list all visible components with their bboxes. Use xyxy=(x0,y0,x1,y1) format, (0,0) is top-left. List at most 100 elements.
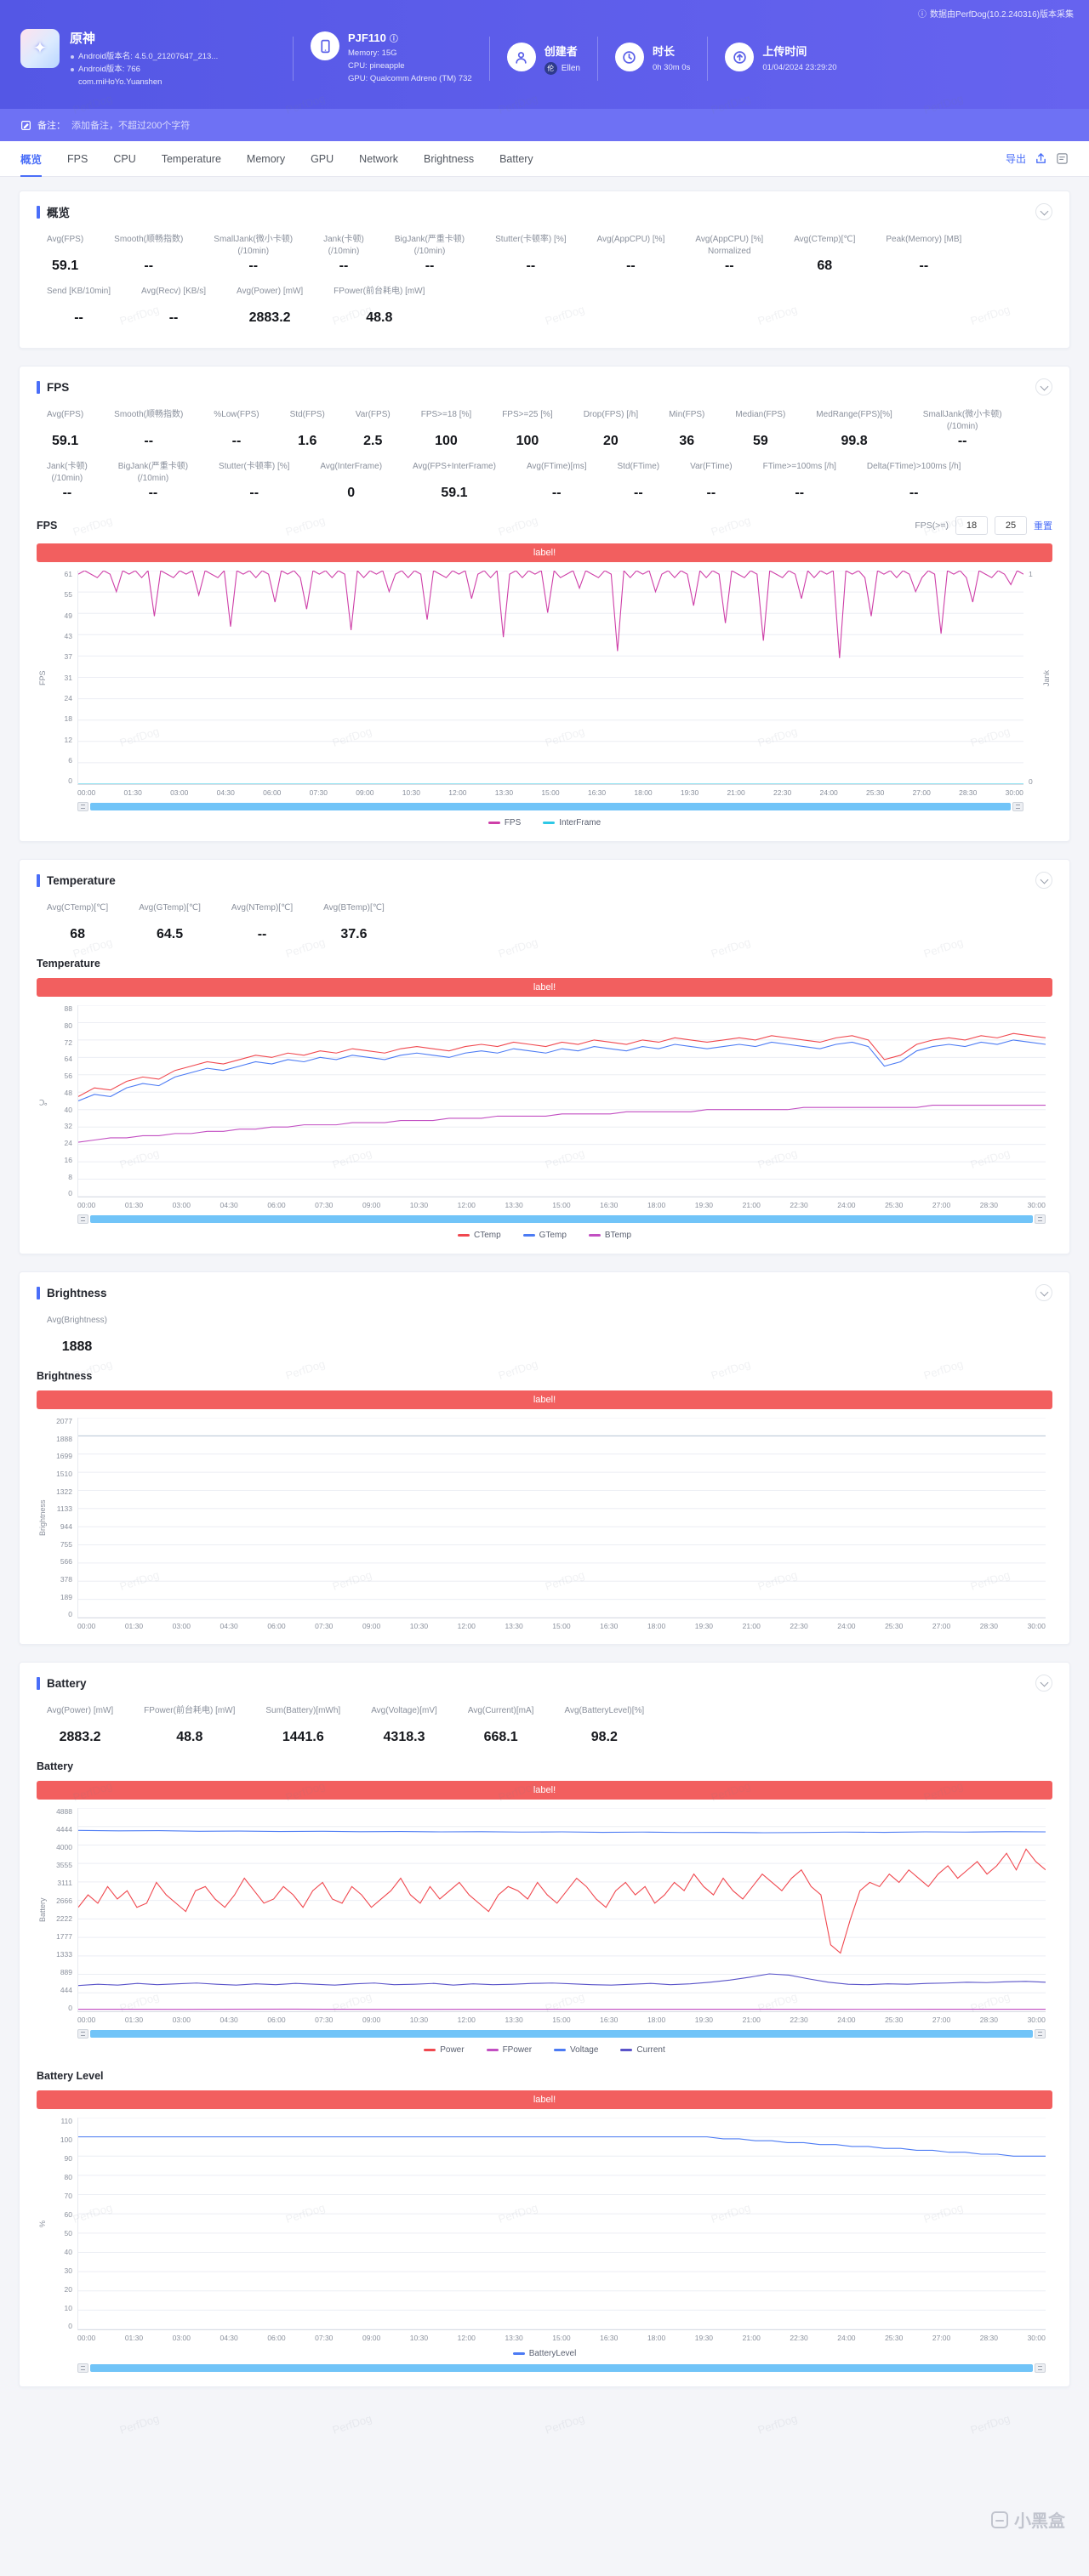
metric-value: 48.8 xyxy=(176,1730,203,1744)
battery-level-chart-legend: BatteryLevel xyxy=(37,2349,1052,2358)
tab-Brightness[interactable]: Brightness xyxy=(424,152,475,165)
tab-Network[interactable]: Network xyxy=(359,152,399,165)
metric-value: -- xyxy=(148,486,158,500)
metric-label: Jank(卡顿) (/10min) xyxy=(47,462,88,483)
section-title-temperature: Temperature xyxy=(47,873,116,887)
scrollbar-left-handle[interactable] xyxy=(77,2363,88,2373)
x-tick: 19:30 xyxy=(694,2016,714,2024)
legend-item[interactable]: CTemp xyxy=(457,1231,501,1240)
section-title-brightness: Brightness xyxy=(47,1286,107,1299)
x-tick: 16:30 xyxy=(600,1201,619,1209)
legend-item[interactable]: GTemp xyxy=(522,1231,567,1240)
app-info-block: ✦ 原神 Android版本名: 4.5.0_21207647_213... A… xyxy=(20,28,276,89)
brightness-chart-title: Brightness xyxy=(37,1370,93,1382)
y-tick: 2222 xyxy=(56,1914,72,1924)
legend-item[interactable]: InterFrame xyxy=(543,818,601,827)
legend-item[interactable]: Power xyxy=(424,2045,465,2055)
tab-概览[interactable]: 概览 xyxy=(20,141,43,177)
y-tick: 1510 xyxy=(56,1470,72,1479)
collapse-button[interactable] xyxy=(1035,378,1052,395)
x-tick: 16:30 xyxy=(600,2334,619,2342)
legend-item[interactable]: BatteryLevel xyxy=(512,2349,576,2358)
y-tick: 1133 xyxy=(56,1504,72,1514)
scrollbar-left-handle[interactable] xyxy=(77,2029,88,2039)
metric-value: 668.1 xyxy=(483,1730,518,1744)
tab-GPU[interactable]: GPU xyxy=(311,152,334,165)
temperature-chart-legend: CTemp GTemp BTemp xyxy=(37,1231,1052,1240)
scrollbar-track[interactable] xyxy=(90,2364,1033,2372)
legend-item[interactable]: Voltage xyxy=(554,2045,598,2055)
y-tick: 1888 xyxy=(56,1434,72,1443)
x-tick: 21:00 xyxy=(742,1201,761,1209)
chart-scrollbar[interactable] xyxy=(77,2029,1046,2039)
y-tick: 56 xyxy=(64,1072,72,1081)
scrollbar-right-handle[interactable] xyxy=(1035,2029,1046,2039)
y-tick: 40 xyxy=(64,1105,72,1114)
collapse-button[interactable] xyxy=(1035,1284,1052,1301)
upload-time-icon xyxy=(725,43,755,72)
tab-CPU[interactable]: CPU xyxy=(113,152,136,165)
scrollbar-right-handle[interactable] xyxy=(1035,1214,1046,1224)
metric-label: FPS>=25 [%] xyxy=(502,410,553,419)
x-tick: 12:00 xyxy=(457,2334,476,2342)
chart-scrollbar[interactable] xyxy=(77,2363,1046,2373)
x-tick: 30:00 xyxy=(1027,1201,1046,1209)
fps-threshold-high-input[interactable] xyxy=(995,516,1027,535)
collapse-button[interactable] xyxy=(1035,872,1052,889)
creator-avatar: 伦 xyxy=(544,62,557,75)
legend-item[interactable]: Current xyxy=(620,2045,665,2055)
metric-label: Avg(FPS) xyxy=(47,410,84,419)
scrollbar-track[interactable] xyxy=(90,2030,1033,2038)
temperature-y-axis-ticks: 0 8 16 24 32 40 48 56 64 72 80 88 xyxy=(48,1005,77,1197)
export-button[interactable]: 导出 xyxy=(1005,153,1026,165)
tab-FPS[interactable]: FPS xyxy=(67,152,88,165)
y-tick: 18 xyxy=(64,714,72,724)
tab-Battery[interactable]: Battery xyxy=(499,152,533,165)
app-package-line: com.miHoYo.Yuanshen xyxy=(78,77,162,88)
report-frame-icon[interactable] xyxy=(1056,152,1069,165)
metric-value: 2883.2 xyxy=(248,310,291,325)
x-tick: 28:30 xyxy=(959,788,978,797)
chart-scrollbar[interactable] xyxy=(77,802,1023,811)
x-tick: 10:30 xyxy=(409,2334,429,2342)
x-tick: 25:30 xyxy=(885,1201,904,1209)
legend-item[interactable]: BTemp xyxy=(588,1231,631,1240)
scrollbar-track[interactable] xyxy=(90,803,1011,810)
x-tick: 04:30 xyxy=(220,2016,238,2024)
fps-threshold-low-input[interactable] xyxy=(955,516,988,535)
scrollbar-left-handle[interactable] xyxy=(77,802,88,811)
upload-time-value: 01/04/2024 23:29:20 xyxy=(762,63,837,73)
tab-Memory[interactable]: Memory xyxy=(246,152,286,165)
tab-Temperature[interactable]: Temperature xyxy=(161,152,221,165)
y2-tick: 1 xyxy=(1029,570,1033,578)
y-tick: 10 xyxy=(64,2303,72,2312)
legend-item[interactable]: FPower xyxy=(486,2045,532,2055)
collapse-button[interactable] xyxy=(1035,1675,1052,1692)
collapse-button[interactable] xyxy=(1035,203,1052,220)
scrollbar-track[interactable] xyxy=(90,1215,1033,1223)
metric-label: FPower(前台耗电) [mW] xyxy=(334,287,425,296)
y-tick: 55 xyxy=(64,590,72,600)
scrollbar-right-handle[interactable] xyxy=(1012,802,1023,811)
metric-label: Avg(NTemp)[℃] xyxy=(231,903,294,913)
app-version-line: Android版本名: 4.5.0_21207647_213... xyxy=(70,50,218,63)
note-bar[interactable]: 备注： 添加备注，不超过200个字符 xyxy=(0,109,1089,141)
legend-item[interactable]: FPS xyxy=(487,818,521,827)
metric-row: Avg(FPS) 59.1 Smooth(顺畅指数) -- SmallJank(微小卡顿… xyxy=(37,230,1052,282)
x-tick: 03:00 xyxy=(170,788,189,797)
y2-tick: 0 xyxy=(1029,776,1033,786)
y-tick: 6 xyxy=(68,756,72,765)
x-tick: 19:30 xyxy=(680,788,699,797)
metric-item: SmallJank(微小卡顿) (/10min) -- xyxy=(214,234,293,274)
scrollbar-right-handle[interactable] xyxy=(1035,2363,1046,2373)
chart-scrollbar[interactable] xyxy=(77,1214,1046,1224)
x-tick: 06:00 xyxy=(263,788,282,797)
scrollbar-left-handle[interactable] xyxy=(77,1214,88,1224)
heybox-logo-icon xyxy=(991,2511,1008,2528)
device-info-icon[interactable]: ⓘ xyxy=(389,35,398,45)
reset-link[interactable]: 重置 xyxy=(1034,521,1052,532)
heybox-watermark: 小黑盒 xyxy=(991,2507,1065,2532)
x-tick: 22:30 xyxy=(790,2334,808,2342)
x-tick: 09:00 xyxy=(362,2016,381,2024)
export-icon[interactable] xyxy=(1035,152,1047,165)
